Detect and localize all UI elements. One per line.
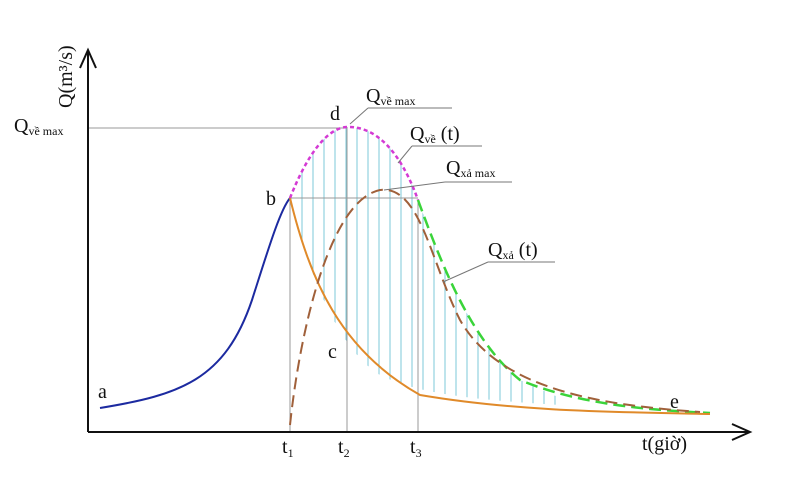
point-label: b (266, 188, 276, 210)
tick-sub: 3 (416, 446, 422, 460)
x-arrow (731, 423, 753, 441)
label-rest: (t) (436, 123, 460, 145)
curve-label: Qvề (t) (410, 123, 460, 146)
tick-main: t (410, 436, 416, 458)
point-label: e (670, 391, 679, 413)
inflow-peak (288, 125, 420, 201)
curve-label: Qxả (t) (488, 239, 538, 262)
label-sub: xả max (460, 166, 495, 180)
tick-main: t (282, 436, 288, 458)
label-main: Q (446, 157, 461, 179)
tick-sub: 1 (288, 446, 294, 460)
y-mark-label: Qvề max (14, 115, 63, 138)
tick-label: t2 (338, 436, 350, 460)
label-main: Q (488, 239, 503, 261)
label-sub: về max (28, 124, 63, 138)
point-label: a (98, 381, 107, 403)
pointer (383, 181, 512, 191)
pointer (349, 107, 452, 125)
pointer (442, 261, 555, 283)
tick-sub: 2 (344, 446, 350, 460)
y-axis-label: Q(m³/s) (55, 45, 77, 108)
tick-label: t3 (410, 436, 422, 460)
label-main: Q (14, 115, 29, 137)
tick-main: t (338, 436, 344, 458)
inflow-rising (99, 197, 291, 409)
curve-label: Qvề max (366, 85, 415, 108)
point-label: d (330, 103, 340, 125)
pointer (397, 145, 482, 164)
outflow-curve (289, 188, 701, 426)
label-sub: về max (380, 94, 415, 108)
tick-label: t1 (282, 436, 294, 460)
inflow-falling (416, 199, 711, 415)
curve-label: Qxả max (446, 157, 495, 180)
x-axis-label: t(giờ) (642, 433, 687, 455)
orange-curve (289, 197, 711, 415)
label-sub: xả (502, 248, 514, 262)
point-label: c (328, 341, 337, 363)
y-arrow (79, 47, 97, 69)
label-main: Q (366, 85, 381, 107)
label-sub: về (424, 132, 435, 146)
label-rest: (t) (514, 239, 538, 261)
label-main: Q (410, 123, 425, 145)
